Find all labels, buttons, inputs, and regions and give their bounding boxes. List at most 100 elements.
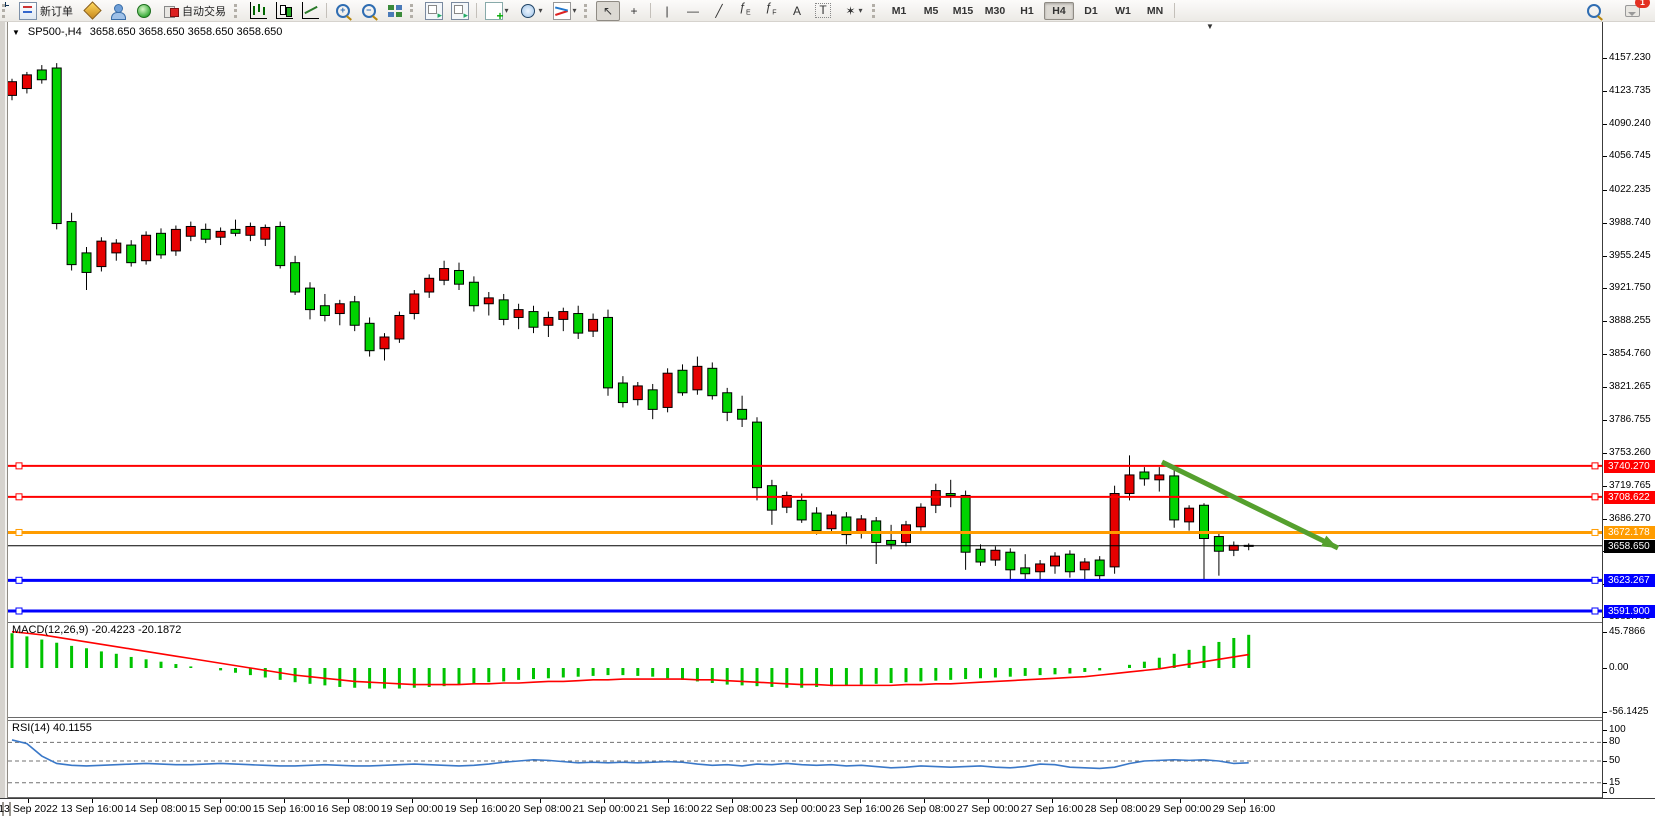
timeframe-button-m30[interactable]: M30	[984, 4, 1006, 17]
price-tick-label: 3955.245	[1609, 249, 1651, 261]
rsi-pane[interactable]	[8, 720, 1602, 796]
time-tick	[1052, 799, 1053, 803]
level-price-label: 3623.267	[1604, 574, 1655, 588]
zoom-out-button[interactable]: −	[357, 1, 381, 21]
candle	[1094, 559, 1105, 577]
candle	[245, 225, 256, 236]
profiles-button[interactable]: ▾	[515, 1, 547, 21]
timeframe-button-mn[interactable]: MN	[1146, 4, 1164, 17]
indicators-button[interactable]: ▾	[549, 1, 581, 21]
auto-scroll-button[interactable]	[422, 1, 446, 21]
candlestick-chart-button[interactable]	[272, 1, 296, 21]
metaeditor-button[interactable]	[80, 1, 104, 21]
time-axis-grip[interactable]	[2, 802, 11, 816]
timeframe-button-w1[interactable]: W1	[1115, 4, 1131, 17]
signals-icon	[137, 3, 151, 18]
rsi-tick-label: 100	[1609, 724, 1626, 735]
timeframe-button-h4[interactable]: H4	[1044, 1, 1074, 20]
line-handle[interactable]	[15, 493, 23, 501]
chart-header: ▼ SP500-,H4 3658.650 3658.650 3658.650 3…	[12, 26, 282, 38]
timeframe-button-h1[interactable]: H1	[1020, 4, 1034, 17]
trend-arrow-head[interactable]	[1321, 535, 1338, 548]
one-click-collapse-icon[interactable]: ▼	[12, 27, 20, 37]
line-handle[interactable]	[15, 462, 23, 470]
line-handle[interactable]	[15, 528, 23, 536]
autotrading-icon	[163, 3, 179, 19]
bar-chart-button[interactable]	[246, 1, 270, 21]
axis-tick	[1603, 255, 1607, 257]
time-tick-label: 14 Sep 08:00	[124, 803, 188, 815]
time-axis[interactable]: 13 Sep 2022 13 Sep 16:00 14 Sep 08:00 15 Se…	[0, 798, 1655, 822]
time-tick	[284, 799, 285, 803]
time-tick	[1180, 799, 1181, 803]
toolbar-grip[interactable]	[410, 3, 417, 18]
timeframe-button-m15[interactable]: M15	[952, 4, 974, 17]
price-axis[interactable]: 4157.230 4123.735 4090.240 4056.745 4022.235…	[1602, 22, 1655, 798]
line-handle[interactable]	[15, 576, 23, 584]
price-tick-label: 3854.760	[1609, 347, 1651, 359]
new-chart-button[interactable]: ▾	[481, 1, 513, 23]
trend-arrow-line[interactable]	[1160, 459, 1340, 551]
vertical-line-tool[interactable]: |	[655, 1, 679, 21]
candle	[1079, 561, 1090, 571]
candle	[915, 506, 926, 528]
window-border	[0, 21, 1655, 22]
candle	[1109, 493, 1120, 568]
line-handle[interactable]	[15, 607, 23, 615]
time-tick	[668, 799, 669, 803]
toolbar-grip[interactable]	[234, 3, 241, 18]
time-tick	[604, 799, 605, 803]
cursor-icon: ↖	[602, 3, 614, 18]
fibonacci-tool[interactable]: ƒF	[759, 0, 783, 21]
toolbar-grip[interactable]	[872, 3, 879, 18]
line-handle[interactable]	[1591, 607, 1599, 615]
time-tick	[732, 799, 733, 803]
timeframe-button-m5[interactable]: M5	[923, 4, 939, 17]
toolbar-grip[interactable]	[2, 3, 9, 18]
autotrading-button[interactable]: 自动交易	[158, 2, 231, 20]
indicators-icon	[553, 1, 572, 20]
macd-tick-label: 45.7866	[1609, 625, 1646, 637]
equidistant-channel-tool[interactable]: ƒE	[733, 0, 757, 21]
community-button[interactable]	[106, 1, 130, 21]
trendline-tool[interactable]: ╱	[707, 1, 731, 21]
line-handle[interactable]	[1591, 462, 1599, 470]
zoom-in-button[interactable]: +	[331, 1, 355, 21]
tile-windows-button[interactable]	[383, 1, 407, 21]
new-order-button[interactable]: 新订单	[14, 1, 78, 20]
clock-icon	[521, 3, 536, 18]
price-tick-label: 3988.740	[1609, 216, 1651, 228]
horizontal-line-tool[interactable]: —	[681, 1, 705, 21]
toolbar-grip[interactable]	[584, 3, 591, 18]
macd-pane[interactable]	[8, 622, 1602, 716]
axis-tick	[1603, 58, 1607, 59]
price-tick-label: 3686.270	[1609, 512, 1651, 524]
candle	[394, 314, 405, 340]
time-tick-label: 27 Sep 16:00	[1020, 803, 1084, 815]
line-chart-button[interactable]	[298, 1, 322, 21]
crosshair-icon: +	[630, 3, 638, 18]
cursor-tool[interactable]: ↖	[596, 0, 620, 21]
text-label-tool[interactable]: T	[811, 1, 835, 21]
text-tool[interactable]: A	[785, 1, 809, 21]
signals-button[interactable]	[132, 1, 156, 21]
time-tick-label: 16 Sep 08:00	[316, 803, 380, 815]
candle	[573, 313, 584, 334]
line-handle[interactable]	[1591, 576, 1599, 584]
line-handle[interactable]	[1591, 493, 1599, 501]
time-tick-label: 19 Sep 00:00	[380, 803, 444, 815]
candle	[379, 336, 390, 350]
shapes-tool[interactable]: ✶ ▾	[837, 1, 869, 21]
notifications-button[interactable]: 1	[1620, 0, 1650, 21]
line-handle[interactable]	[1591, 528, 1599, 536]
chart-shift-marker[interactable]: ▼	[1206, 22, 1214, 31]
time-tick-label: 13 Sep 2022	[0, 803, 58, 815]
crosshair-tool[interactable]: +	[622, 1, 646, 21]
timeframe-button-m1[interactable]: M1	[891, 4, 907, 17]
chart-shift-button[interactable]	[448, 1, 472, 21]
axis-tick	[1603, 288, 1607, 290]
candle	[722, 392, 733, 413]
search-button[interactable]	[1582, 1, 1606, 21]
timeframe-button-d1[interactable]: D1	[1084, 4, 1098, 17]
price-chart[interactable]	[8, 22, 1602, 618]
